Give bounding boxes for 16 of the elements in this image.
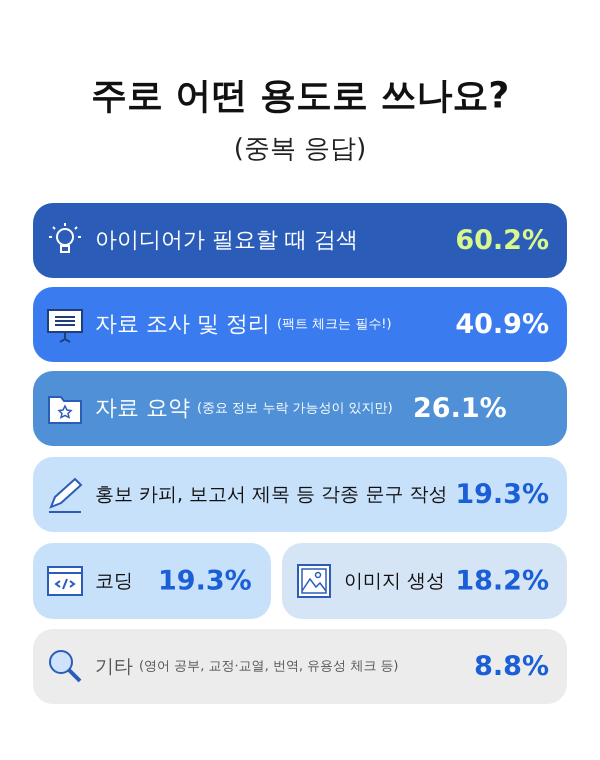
text: 주로 어떤 용도로 쓰나요? [90, 76, 510, 116]
data-label: 26.1% [413, 393, 507, 424]
category-label: 아이디어가 필요할 때 검색 [95, 228, 358, 253]
text: (중복 응답) [234, 134, 366, 164]
data-label: 60.2% [455, 225, 549, 256]
data-label: 40.9% [455, 309, 549, 340]
data-label: 19.3% [158, 566, 252, 596]
category-label: 자료 조사 및 정리 (팩트 체크는 필수!) [95, 312, 392, 337]
data-label: 18.2% [455, 566, 549, 596]
category-label: 기타 (영어 공부, 교정·교열, 번역, 유용성 체크 등) [95, 656, 399, 678]
category-label: 자료 요약 (중요 정보 누락 가능성이 있지만) [95, 396, 393, 421]
category-label: 홍보 카피, 보고서 제목 등 각종 문구 작성 [95, 484, 448, 506]
category-label: 코딩 [95, 570, 133, 592]
category-label: 이미지 생성 [344, 570, 446, 592]
data-label: 19.3% [455, 479, 549, 510]
data-label: 8.8% [474, 651, 549, 682]
